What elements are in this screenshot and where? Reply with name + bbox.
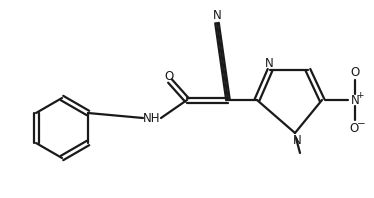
Text: O: O (350, 66, 360, 78)
Text: N: N (213, 9, 221, 22)
Text: +: + (356, 90, 364, 100)
Text: O: O (165, 69, 174, 83)
Text: N: N (350, 93, 359, 107)
Text: N: N (292, 133, 301, 147)
Text: NH: NH (143, 111, 161, 125)
Text: O: O (349, 122, 359, 134)
Text: N: N (265, 56, 273, 69)
Text: −: − (357, 119, 365, 129)
